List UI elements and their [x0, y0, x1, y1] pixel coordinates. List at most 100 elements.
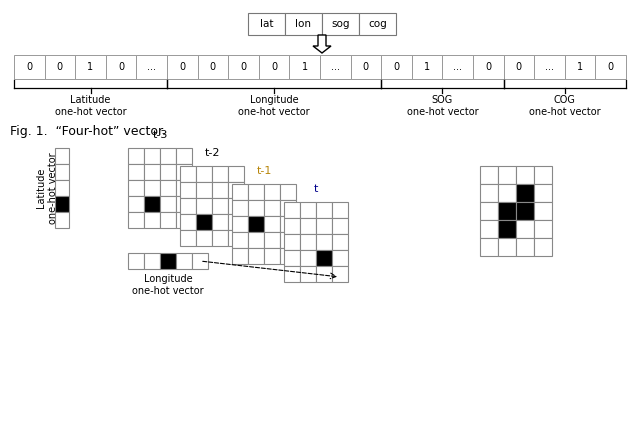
Bar [228, 166, 244, 182]
Bar [498, 202, 516, 220]
Bar [316, 202, 332, 218]
Text: 0: 0 [271, 62, 277, 72]
Bar [280, 184, 296, 200]
Bar [144, 164, 160, 180]
Bar [160, 196, 176, 212]
Bar [316, 250, 332, 266]
Bar [480, 220, 498, 238]
Bar [412, 55, 442, 79]
Text: ...: ... [545, 62, 554, 72]
Bar [534, 184, 552, 202]
Bar [196, 166, 212, 182]
Bar [504, 55, 534, 79]
Bar [498, 220, 516, 238]
Bar [128, 212, 144, 228]
Bar [232, 232, 248, 248]
Text: lon: lon [296, 19, 312, 29]
Text: ...: ... [453, 62, 462, 72]
Bar [55, 180, 69, 196]
Bar [248, 13, 285, 35]
Bar [498, 184, 516, 202]
Bar [381, 55, 412, 79]
Bar [534, 55, 565, 79]
Bar [176, 196, 192, 212]
Text: COG
one-hot vector: COG one-hot vector [529, 95, 600, 117]
Bar [442, 55, 473, 79]
Bar [480, 166, 498, 184]
Bar [232, 184, 248, 200]
Bar [516, 166, 534, 184]
Bar [176, 253, 192, 269]
Bar [300, 250, 316, 266]
Bar [289, 55, 320, 79]
Text: ...: ... [331, 62, 340, 72]
Text: 1: 1 [424, 62, 430, 72]
Text: 0: 0 [210, 62, 216, 72]
Bar [228, 214, 244, 230]
Bar [264, 200, 280, 216]
Text: SOG
one-hot vector: SOG one-hot vector [406, 95, 478, 117]
Bar [248, 216, 264, 232]
Bar [180, 182, 196, 198]
Text: t-3: t-3 [152, 130, 168, 140]
Bar [144, 212, 160, 228]
Bar [280, 232, 296, 248]
Bar [264, 248, 280, 264]
Text: 0: 0 [57, 62, 63, 72]
Bar [359, 13, 396, 35]
Bar [284, 266, 300, 282]
Bar [264, 184, 280, 200]
Bar [180, 230, 196, 246]
Text: Longitude
one-hot vector: Longitude one-hot vector [132, 274, 204, 295]
Bar [320, 55, 351, 79]
Text: Fig. 1.  “Four-hot” vector.: Fig. 1. “Four-hot” vector. [10, 124, 166, 137]
Text: sog: sog [332, 19, 349, 29]
Bar [534, 166, 552, 184]
Bar [351, 55, 381, 79]
Bar [228, 230, 244, 246]
Bar [176, 148, 192, 164]
Bar [473, 55, 504, 79]
Bar [228, 55, 259, 79]
Bar [196, 182, 212, 198]
Bar [284, 250, 300, 266]
Bar [232, 216, 248, 232]
Bar [332, 202, 348, 218]
Bar [332, 234, 348, 250]
Bar [198, 55, 228, 79]
Bar [259, 55, 289, 79]
Text: 0: 0 [179, 62, 186, 72]
Bar [595, 55, 626, 79]
Bar [232, 248, 248, 264]
Bar [534, 238, 552, 256]
Bar [480, 184, 498, 202]
Bar [160, 212, 176, 228]
Bar [144, 196, 160, 212]
Bar [228, 182, 244, 198]
Bar [498, 166, 516, 184]
Bar [300, 266, 316, 282]
Bar [14, 55, 45, 79]
Bar [196, 230, 212, 246]
Text: 0: 0 [26, 62, 33, 72]
Text: 1: 1 [88, 62, 93, 72]
Bar [332, 250, 348, 266]
Bar [480, 238, 498, 256]
Bar [160, 180, 176, 196]
Text: t: t [314, 184, 318, 194]
Bar [284, 234, 300, 250]
Text: ...: ... [147, 62, 156, 72]
Text: 1: 1 [577, 62, 583, 72]
Text: Latitude
one-hot vector: Latitude one-hot vector [54, 95, 126, 117]
Bar [300, 218, 316, 234]
Text: lat: lat [260, 19, 273, 29]
Bar [332, 218, 348, 234]
Bar [212, 230, 228, 246]
Text: 0: 0 [516, 62, 522, 72]
Bar [55, 164, 69, 180]
Text: 0: 0 [241, 62, 246, 72]
Bar [565, 55, 595, 79]
Bar [284, 202, 300, 218]
Bar [128, 196, 144, 212]
Bar [167, 55, 198, 79]
